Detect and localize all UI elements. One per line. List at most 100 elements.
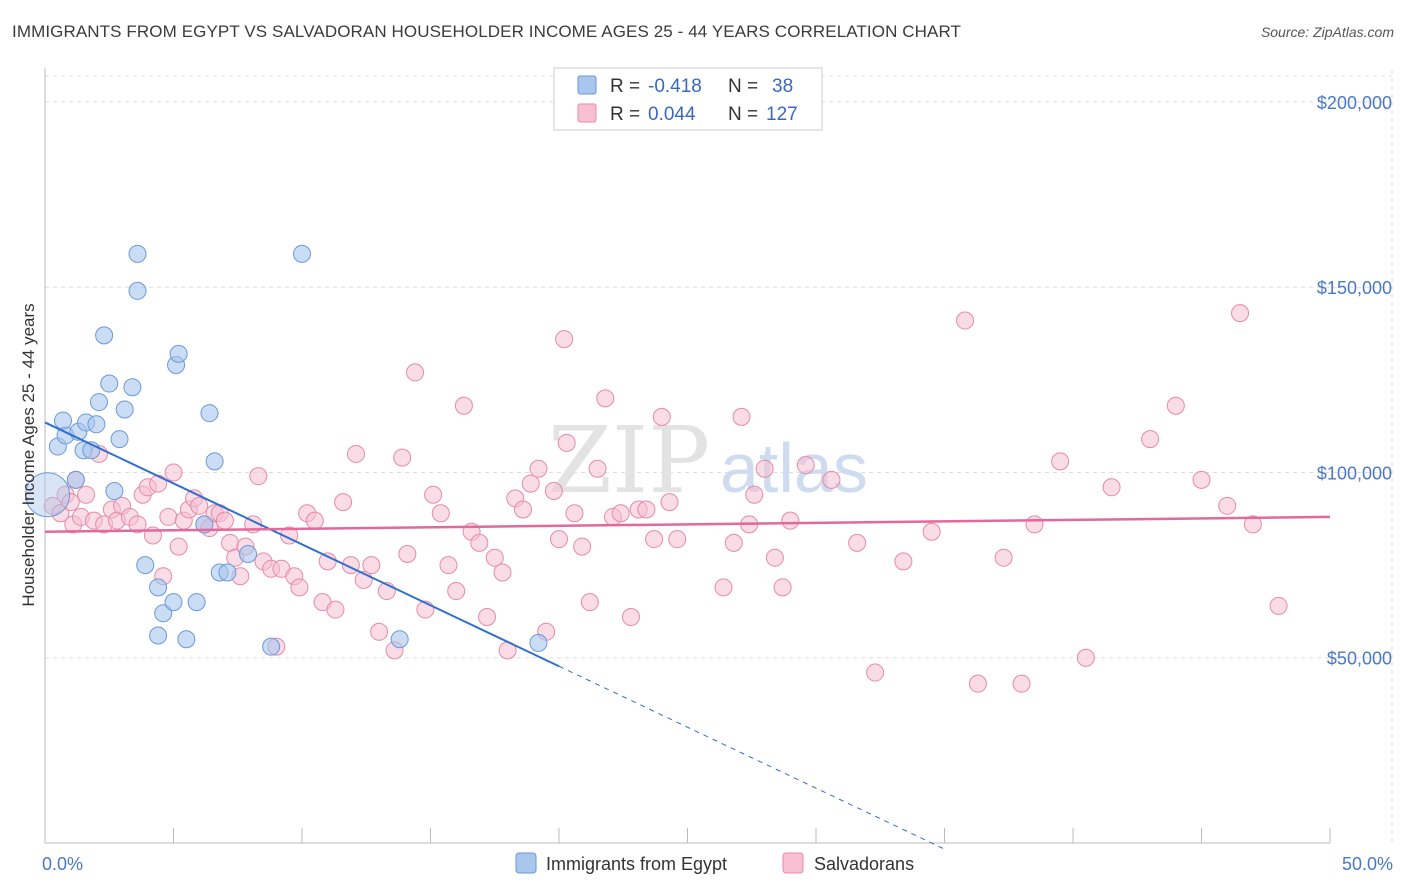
salvadoran-point xyxy=(169,537,188,556)
legend-swatch-salvadoran xyxy=(782,852,804,874)
salvadoran-point xyxy=(745,485,764,504)
salvadoran-point xyxy=(550,530,568,549)
salvadoran-point xyxy=(149,474,168,493)
salvadoran-point xyxy=(732,407,751,426)
axes xyxy=(44,68,1331,844)
egypt-point xyxy=(87,415,106,434)
egypt-point xyxy=(128,244,147,263)
salvadoran-point xyxy=(326,600,345,619)
salvadoran-point xyxy=(968,674,987,693)
egypt-point xyxy=(218,563,237,582)
salvadoran-trend-line xyxy=(44,515,1331,534)
salvadoran-point xyxy=(190,496,209,515)
stats-swatch-egypt xyxy=(577,75,597,95)
salvadoran-point xyxy=(596,389,615,408)
egypt-point xyxy=(177,630,196,649)
salvadoran-point xyxy=(529,459,548,478)
salvadoran-point xyxy=(514,500,533,519)
salvadoran-point xyxy=(565,504,584,523)
salvadoran-point xyxy=(866,663,885,682)
egypt-point xyxy=(105,481,124,500)
salvadoran-point xyxy=(1269,596,1288,615)
salvadoran-point xyxy=(215,511,234,530)
chart-title: IMMIGRANTS FROM EGYPT VS SALVADORAN HOUS… xyxy=(12,22,962,41)
stats-n-label-egypt: N = xyxy=(728,76,758,97)
salvadoran-point xyxy=(652,407,671,426)
egypt-trend-line xyxy=(44,421,560,668)
salvadoran-point xyxy=(1243,515,1262,534)
salvadoran-point xyxy=(424,485,443,504)
salvadoran-point xyxy=(611,504,630,523)
stats-swatch-salvadoran xyxy=(577,103,597,123)
egypt-point xyxy=(95,326,114,345)
stats-r-salvadoran: 0.044 xyxy=(648,104,696,125)
salvadoran-point xyxy=(822,470,841,489)
salvadoran-point xyxy=(994,548,1013,567)
salvadoran-point xyxy=(714,578,733,597)
salvadoran-point xyxy=(1218,496,1237,515)
salvadoran-point xyxy=(77,485,96,504)
salvadoran-point xyxy=(290,578,309,597)
salvadoran-point xyxy=(781,511,800,530)
salvadoran-point xyxy=(956,311,975,330)
salvadoran-point xyxy=(660,493,679,512)
salvadoran-point xyxy=(637,500,656,519)
salvadoran-point xyxy=(765,548,784,567)
stats-box-frame xyxy=(553,67,823,131)
y-axis-label: Householder Income Ages 25 - 44 years xyxy=(19,303,38,606)
salvadoran-point xyxy=(557,433,576,452)
x-tick-labels: 0.0% 50.0% xyxy=(42,854,1393,874)
egypt-point xyxy=(100,374,119,393)
salvadoran-point xyxy=(668,530,687,549)
salvadoran-point xyxy=(370,622,389,641)
watermark: ZIP atlas xyxy=(548,407,868,514)
egypt-point xyxy=(164,593,183,612)
x-tick-label: 50.0% xyxy=(1342,854,1393,874)
salvadoran-point xyxy=(398,544,417,563)
egypt-point xyxy=(195,515,214,534)
legend-swatch-egypt xyxy=(515,852,537,874)
salvadoran-point xyxy=(478,607,497,626)
egypt-point xyxy=(154,604,173,623)
salvadoran-point xyxy=(393,448,412,467)
stats-r-label-salvadoran: R = xyxy=(610,104,640,125)
egypt-point xyxy=(123,378,142,397)
salvadoran-point xyxy=(493,563,512,582)
watermark-atlas: atlas xyxy=(720,429,868,507)
stats-box: R = -0.418 N = 38 R = 0.044 N = 127 xyxy=(553,67,823,131)
salvadoran-point xyxy=(362,556,381,575)
stats-r-label-egypt: R = xyxy=(610,76,640,97)
salvadoran-point xyxy=(1076,648,1095,667)
salvadoran-point xyxy=(588,459,607,478)
y-tick-label: $150,000 xyxy=(1317,278,1392,298)
salvadoran-point xyxy=(621,607,640,626)
salvadoran-point xyxy=(580,593,599,612)
salvadoran-point xyxy=(773,578,792,597)
egypt-point xyxy=(529,633,548,652)
egypt-point xyxy=(53,411,72,430)
salvadoran-point xyxy=(796,456,815,475)
salvadoran-point xyxy=(755,459,774,478)
salvadoran-point xyxy=(1166,396,1185,415)
salvadoran-point xyxy=(334,493,353,512)
salvadoran-point xyxy=(544,481,563,500)
salvadoran-point xyxy=(922,522,941,541)
salvadoran-point xyxy=(431,504,450,523)
y-tick-label: $50,000 xyxy=(1327,649,1392,669)
egypt-point xyxy=(89,393,108,412)
salvadoran-point xyxy=(249,467,268,486)
legend-label-salvadoran: Salvadorans xyxy=(814,854,914,874)
salvadoran-point xyxy=(470,533,489,552)
salvadoran-point xyxy=(439,556,458,575)
salvadoran-point xyxy=(894,552,913,571)
trend-lines xyxy=(44,421,1331,850)
egypt-point xyxy=(66,470,85,489)
salvadoran-point xyxy=(164,463,183,482)
salvadoran-point xyxy=(724,533,743,552)
y-tick-labels: $50,000 $100,000 $150,000 $200,000 xyxy=(1317,93,1392,669)
egypt-point xyxy=(390,630,409,649)
salvadoran-point xyxy=(485,548,504,567)
salvadoran-point xyxy=(645,530,664,549)
salvadoran-point xyxy=(159,507,178,526)
